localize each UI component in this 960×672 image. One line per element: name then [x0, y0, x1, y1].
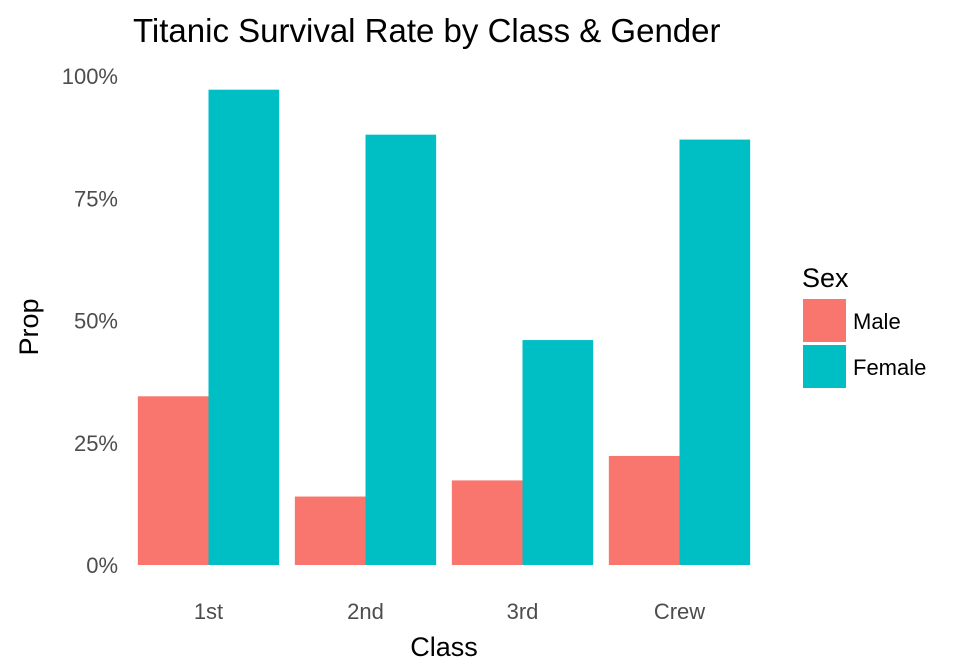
bar-male-crew — [608, 455, 680, 565]
x-tick-label: 3rd — [507, 599, 539, 624]
bar-female-crew — [679, 139, 751, 565]
bar-female-2nd — [365, 134, 437, 565]
legend-title: Sex — [802, 263, 849, 293]
bars-group — [137, 89, 751, 565]
y-axis-title: Prop — [14, 298, 44, 355]
bar-female-3rd — [522, 340, 594, 565]
y-tick-label: 75% — [74, 186, 118, 211]
legend-key-male — [803, 299, 846, 342]
x-tick-label: Crew — [654, 599, 705, 624]
y-tick-label: 50% — [74, 309, 118, 334]
bar-male-2nd — [294, 496, 366, 565]
x-axis-ticks: 1st 2nd 3rd Crew — [194, 599, 705, 624]
y-tick-label: 100% — [62, 64, 118, 89]
y-tick-label: 25% — [74, 431, 118, 456]
legend-label-male: Male — [853, 309, 901, 334]
bar-female-1st — [208, 89, 280, 565]
legend-label-female: Female — [853, 355, 926, 380]
legend-key-female — [803, 345, 846, 388]
bar-male-3rd — [451, 480, 523, 565]
chart-title: Titanic Survival Rate by Class & Gender — [133, 12, 721, 49]
bar-male-1st — [137, 396, 209, 565]
x-tick-label: 2nd — [347, 599, 384, 624]
x-tick-label: 1st — [194, 599, 223, 624]
legend: Sex Male Female — [802, 263, 926, 388]
y-axis-ticks: 0% 25% 50% 75% 100% — [62, 64, 118, 578]
x-axis-title: Class — [410, 632, 478, 662]
y-tick-label: 0% — [86, 553, 118, 578]
